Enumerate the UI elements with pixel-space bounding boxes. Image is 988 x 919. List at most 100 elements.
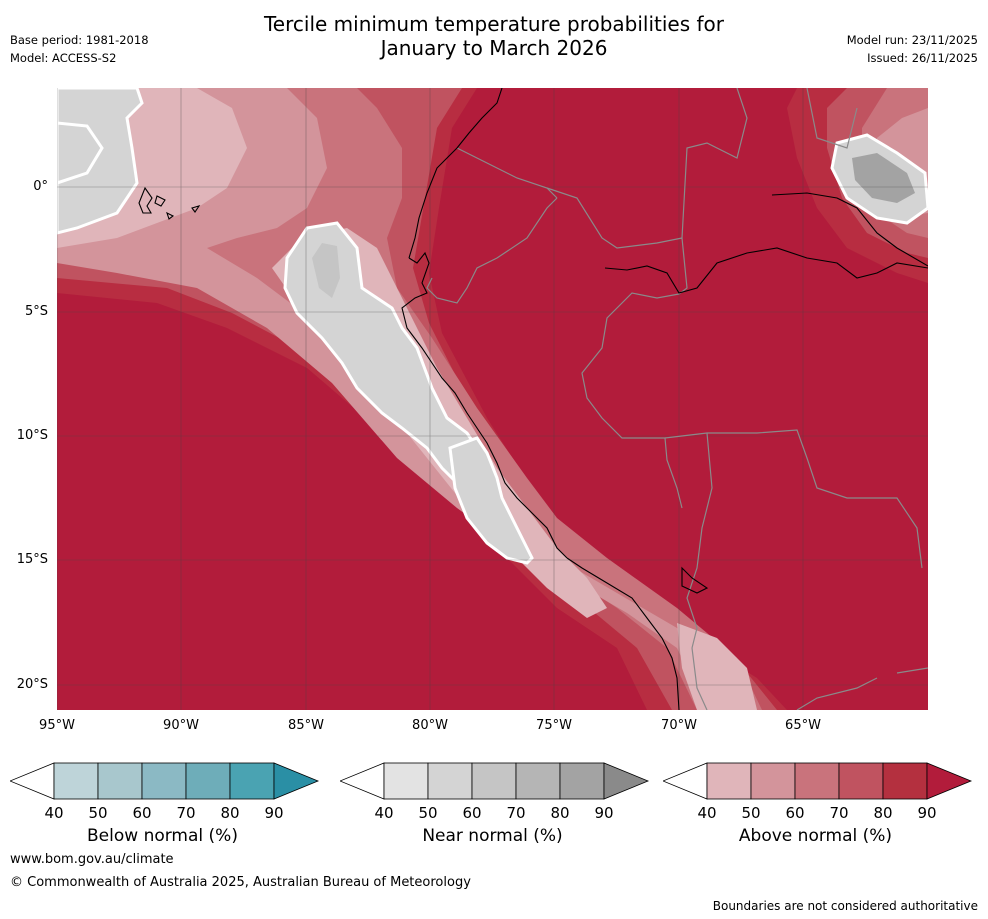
lon-label-75w: 75°W [536, 718, 572, 733]
footer-disclaimer: Boundaries are not considered authoritat… [712, 899, 978, 913]
galapagos-2 [154, 195, 166, 207]
near-normal-northeast-core [852, 153, 915, 203]
lat-label-5s: 5°S [24, 304, 48, 319]
colorbar-tick-label: 40 [374, 804, 394, 822]
colorbar-tick-label: 70 [829, 804, 849, 822]
near-normal-coast-core [312, 243, 340, 298]
lat-label-10s: 10°S [16, 428, 48, 443]
issued-date: Issued: 26/11/2025 [867, 51, 978, 65]
colorbar-arrow-high [603, 762, 650, 800]
model-name: Model: ACCESS-S2 [10, 51, 117, 65]
meta-left: Base period: 1981-2018 Model: ACCESS-S2 [10, 31, 149, 67]
coast-ecuador [401, 251, 568, 559]
colorbar-swatch [882, 762, 928, 800]
lake-titicaca [681, 566, 709, 594]
lon-label-70w: 70°W [661, 718, 697, 733]
colorbar-tick-label: 60 [132, 804, 152, 822]
lat-label-20s: 20°S [16, 677, 48, 692]
colorbar-tick-label: 40 [44, 804, 64, 822]
lat-label-0: 0° [33, 179, 48, 194]
galapagos-1 [138, 186, 153, 214]
colorbar-below-normal-title: Below normal (%) [87, 826, 238, 846]
lon-label-90w: 90°W [163, 718, 199, 733]
meta-right: Model run: 23/11/2025 Issued: 26/11/2025 [847, 31, 978, 67]
colorbar-swatch [185, 762, 231, 800]
galapagos-4 [166, 211, 175, 220]
colorbar-below-normal: 40 50 60 70 80 90 [8, 762, 320, 822]
lon-label-95w: 95°W [39, 718, 75, 733]
colorbar-near-normal-title: Near normal (%) [422, 826, 563, 846]
colorbar-arrow-high [926, 762, 973, 800]
colorbar-arrow-low [8, 762, 55, 800]
lon-label-80w: 80°W [412, 718, 448, 733]
colorbar-above-normal-ticks: 40 50 60 70 80 90 [663, 804, 973, 826]
colorbar-tick-label: 50 [741, 804, 761, 822]
border-venezuela [681, 88, 748, 239]
footer-website: www.bom.gov.au/climate [10, 852, 174, 867]
colorbar-near-normal: 40 50 60 70 80 90 [338, 762, 650, 822]
border-chile-bolivia [691, 647, 708, 710]
border-argentina [796, 677, 878, 710]
colorbar-tick-label: 40 [697, 804, 717, 822]
colorbar-tick-label: 60 [785, 804, 805, 822]
footer-copyright: © Commonwealth of Australia 2025, Austra… [10, 875, 471, 890]
colorbar-swatch [427, 762, 473, 800]
colorbar-swatch [559, 762, 605, 800]
colorbar-swatch [794, 762, 840, 800]
colorbar-above-normal: 40 50 60 70 80 90 [661, 762, 973, 822]
model-run: Model run: 23/11/2025 [846, 33, 978, 47]
coast-orinoco [771, 192, 928, 267]
border-guyana [806, 88, 858, 149]
border-colombia-ecuador [456, 147, 558, 199]
colorbar-tick-label: 60 [462, 804, 482, 822]
colorbar-near-normal-ticks: 40 50 60 70 80 90 [340, 804, 650, 826]
colorbar-tick-label: 90 [917, 804, 937, 822]
colorbar-near-normal-swatches [338, 762, 650, 800]
colorbar-above-normal-swatches [661, 762, 973, 800]
colorbar-tick-label: 50 [88, 804, 108, 822]
near-normal-peru-south [448, 436, 534, 565]
near-normal-northwest-lower [57, 121, 104, 185]
colorbar-swatch [97, 762, 143, 800]
lon-label-65w: 65°W [785, 718, 821, 733]
colorbar-swatch [838, 762, 884, 800]
border-colombia-brazil [546, 187, 688, 295]
colorbar-below-normal-ticks: 40 50 60 70 80 90 [10, 804, 320, 826]
border-peru-brazil [581, 292, 683, 509]
coast-peru-south [566, 557, 680, 710]
colorbar-arrow-low [661, 762, 708, 800]
title-line-1: Tercile minimum temperature probabilitie… [263, 12, 725, 36]
border-peru-bolivia [686, 432, 713, 649]
probability-map [57, 88, 928, 710]
colorbar-swatch [750, 762, 796, 800]
colorbar-tick-label: 80 [550, 804, 570, 822]
coast-colombia [408, 88, 503, 259]
colorbar-arrow-low [338, 762, 385, 800]
lon-label-85w: 85°W [288, 718, 324, 733]
country-borders [426, 88, 928, 710]
colorbar-swatch [383, 762, 429, 800]
colorbar-tick-label: 70 [506, 804, 526, 822]
colorbar-swatch [471, 762, 517, 800]
colorbar-tick-label: 80 [220, 804, 240, 822]
title-line-2: January to March 2026 [380, 36, 608, 60]
colorbar-below-normal-swatches [8, 762, 320, 800]
base-period: Base period: 1981-2018 [10, 33, 149, 47]
colorbar-swatch [706, 762, 752, 800]
colorbar-tick-label: 90 [594, 804, 614, 822]
colorbar-tick-label: 80 [873, 804, 893, 822]
colorbar-swatch [515, 762, 561, 800]
colorbar-tick-label: 90 [264, 804, 284, 822]
coastline [138, 88, 928, 710]
colorbar-swatch [141, 762, 187, 800]
colorbar-swatch [53, 762, 99, 800]
border-bolivia-paraguay [896, 667, 928, 674]
graticule [57, 88, 928, 710]
border-ecuador-peru [426, 197, 558, 304]
border-bolivia-brazil [664, 429, 923, 569]
colorbar-above-normal-title: Above normal (%) [738, 826, 893, 846]
coast-amazon-river [604, 247, 928, 294]
colorbar-tick-label: 70 [176, 804, 196, 822]
lat-label-15s: 15°S [16, 552, 48, 567]
colorbar-tick-label: 50 [418, 804, 438, 822]
